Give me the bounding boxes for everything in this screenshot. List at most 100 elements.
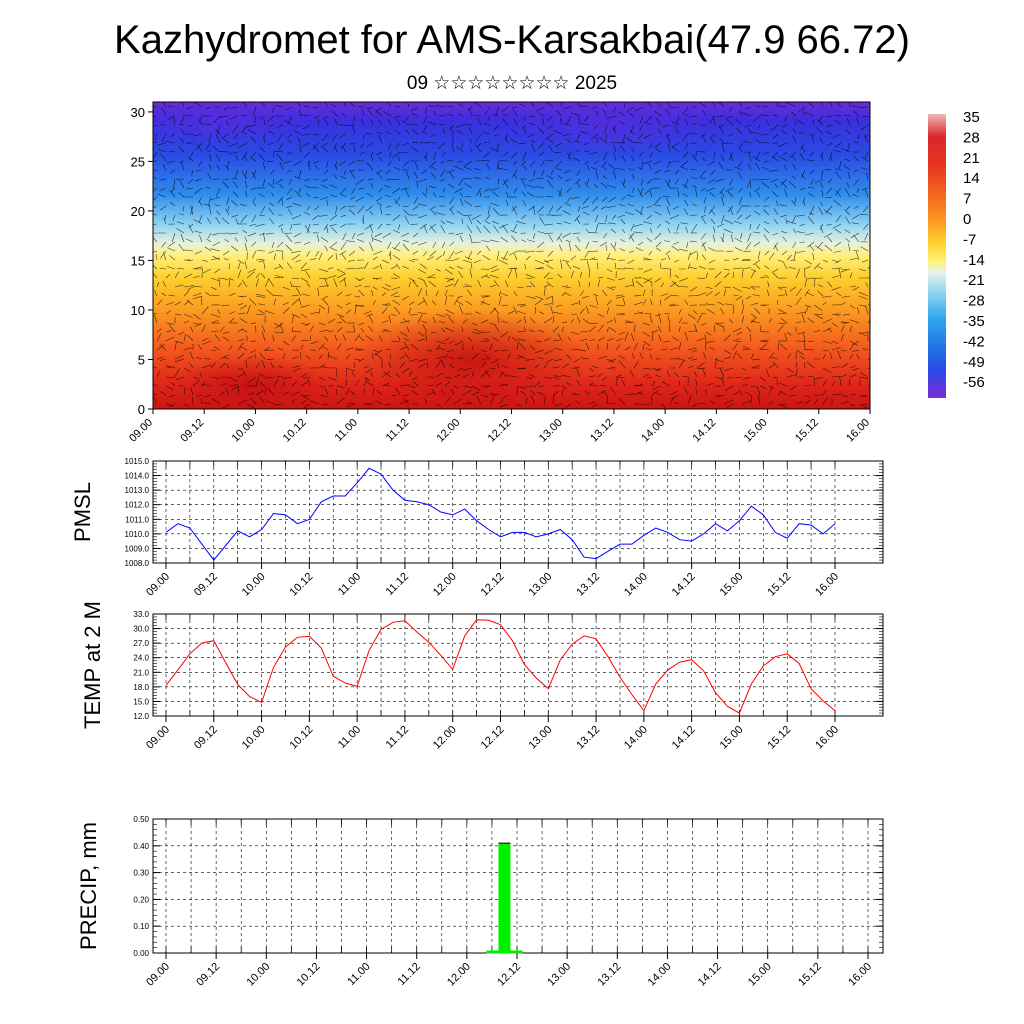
precip-y-axis-label: PRECIP, mm <box>76 822 101 950</box>
colorbar-label: -42 <box>963 333 985 350</box>
colorbar-label: -21 <box>963 272 985 289</box>
heatmap-y-tick-label: 10 <box>131 303 145 318</box>
heatmap-y-tick-label: 15 <box>131 253 145 268</box>
pmsl-y-tick-label: 1014.0 <box>125 472 150 481</box>
colorbar-label: 0 <box>963 211 971 228</box>
pmsl-y-tick-label: 1015.0 <box>125 457 150 466</box>
temp-y-tick-label: 24.0 <box>133 654 149 663</box>
temp-x-tick-label: 15.00 <box>718 724 746 752</box>
temp-y-tick-label: 12.0 <box>133 712 149 721</box>
heatmap-field <box>153 102 870 409</box>
precip-x-tick-label: 13.12 <box>595 961 623 989</box>
temp-y-tick-label: 15.0 <box>133 697 149 706</box>
precip-chart: 0.00 0.10 0.20 0.30 0.40 0.50 09.00 09.12 10.00 1… <box>76 815 884 989</box>
pmsl-x-tick-label: 12.12 <box>479 571 507 599</box>
heatmap-x-tick-label: 09.00 <box>127 417 155 445</box>
pmsl-x-tick-label: 13.12 <box>574 571 602 599</box>
temp-x-tick-label: 09.12 <box>192 724 220 752</box>
colorbar-label: -56 <box>963 374 985 391</box>
pmsl-y-tick-label: 1010.0 <box>125 530 150 539</box>
colorbar: 35 28 21 14 7 0 -7 -14 -21 -28 -35 -42 -49 -56 <box>928 109 985 398</box>
temp-x-tick-label: 16.00 <box>813 724 841 752</box>
page-title: Kazhydromet for AMS-Karsakbai(47.9 66.72… <box>114 18 910 62</box>
temp-y-tick-label: 21.0 <box>133 668 149 677</box>
colorbar-fill <box>928 114 946 398</box>
temp-x-tick-label: 09.00 <box>144 724 172 752</box>
temp-y-tick-label: 30.0 <box>133 625 149 634</box>
colorbar-label: 28 <box>963 129 980 146</box>
pmsl-x-tick-label: 09.12 <box>192 571 220 599</box>
temp-x-tick-label: 14.00 <box>622 724 650 752</box>
precip-x-tick-label: 14.00 <box>646 961 674 989</box>
pmsl-x-tick-label: 15.00 <box>718 571 746 599</box>
heatmap-x-tick-label: 12.00 <box>434 417 462 445</box>
precip-y-tick-label: 0.40 <box>133 842 149 851</box>
pmsl-x-tick-label: 14.12 <box>670 571 698 599</box>
colorbar-label: -35 <box>963 313 985 330</box>
temp-y-axis-label: TEMP at 2 M <box>80 601 105 729</box>
precip-x-tick-label: 09.12 <box>194 961 222 989</box>
pmsl-frame <box>152 460 884 564</box>
colorbar-label: -14 <box>963 252 985 269</box>
heatmap-x-tick-label: 10.12 <box>281 417 309 445</box>
colorbar-label: -28 <box>963 293 985 310</box>
temp-x-tick-label: 13.00 <box>526 724 554 752</box>
heatmap-x-tick-label: 11.00 <box>333 417 360 444</box>
temp-y-tick-label: 27.0 <box>133 639 149 648</box>
precip-x-tick-label: 10.00 <box>244 961 272 989</box>
heatmap-x-tick-label: 13.00 <box>537 417 565 445</box>
colorbar-label: -7 <box>963 231 976 248</box>
precip-x-tick-label: 15.00 <box>746 961 774 989</box>
pmsl-x-tick-label: 11.12 <box>384 571 411 598</box>
heatmap-x-tick-label: 14.12 <box>691 417 719 445</box>
temp-x-tick-label: 10.00 <box>240 724 268 752</box>
precip-x-tick-label: 10.12 <box>295 961 323 989</box>
precip-y-tick-label: 0.20 <box>133 895 149 904</box>
heatmap-x-tick-label: 11.12 <box>384 417 411 444</box>
precip-y-tick-label: 0.30 <box>133 869 149 878</box>
temp-x-tick-label: 12.12 <box>479 724 507 752</box>
temp-x-tick-label: 15.12 <box>765 724 793 752</box>
heatmap-y-tick-label: 5 <box>138 352 145 367</box>
heatmap-cold-core <box>500 102 720 153</box>
page-subtitle: 09 ☆☆☆☆☆☆☆☆ 2025 <box>406 73 618 94</box>
pmsl-y-tick-label: 1009.0 <box>125 544 150 553</box>
pmsl-x-tick-label: 10.00 <box>240 571 268 599</box>
heatmap-y-tick-label: 20 <box>131 204 145 219</box>
pmsl-x-tick-label: 16.00 <box>813 571 841 599</box>
heatmap-y-tick-label: 25 <box>131 154 145 169</box>
colorbar-label: 35 <box>963 109 980 126</box>
heatmap-y-tick-label: 0 <box>138 402 145 417</box>
precip-x-tick-label: 16.00 <box>846 961 874 989</box>
temp-x-tick-label: 12.00 <box>431 724 459 752</box>
precip-y-tick-label: 0.10 <box>133 922 149 931</box>
pmsl-y-tick-label: 1013.0 <box>125 486 150 495</box>
temp-series-line <box>165 619 836 714</box>
temp-x-tick-label: 11.12 <box>384 724 411 751</box>
heatmap-warm-core <box>350 310 590 409</box>
precip-x-tick-label: 11.12 <box>395 961 422 988</box>
precip-bar <box>498 843 511 953</box>
temp-frame <box>152 613 884 717</box>
heatmap-x-tick-label: 12.12 <box>486 417 514 445</box>
pmsl-y-tick-label: 1012.0 <box>125 501 150 510</box>
pmsl-x-tick-label: 12.00 <box>431 571 459 599</box>
heatmap-x-tick-label: 10.00 <box>230 417 258 445</box>
colorbar-label: 14 <box>963 170 980 187</box>
pmsl-x-tick-label: 15.12 <box>765 571 793 599</box>
heatmap-x-tick-label: 15.00 <box>742 417 770 445</box>
precip-x-tick-label: 11.00 <box>345 961 372 988</box>
temp-y-tick-label: 18.0 <box>133 683 149 692</box>
precip-x-tick-label: 15.12 <box>796 961 824 989</box>
precip-x-tick-label: 13.00 <box>545 961 573 989</box>
temp-x-tick-label: 14.12 <box>670 724 698 752</box>
precip-x-tick-label: 14.12 <box>696 961 724 989</box>
pmsl-x-tick-label: 13.00 <box>526 571 554 599</box>
temp-chart: 12.0 15.0 18.0 21.0 24.0 27.0 30.0 33.0 09.00 09.… <box>80 601 884 752</box>
pmsl-y-axis-label: PMSL <box>70 482 95 542</box>
precip-x-tick-label: 09.00 <box>144 961 172 989</box>
pmsl-x-tick-label: 10.12 <box>288 571 316 599</box>
temp-x-tick-label: 11.00 <box>336 724 363 751</box>
pmsl-x-tick-label: 11.00 <box>336 571 363 598</box>
temp-x-tick-label: 13.12 <box>574 724 602 752</box>
